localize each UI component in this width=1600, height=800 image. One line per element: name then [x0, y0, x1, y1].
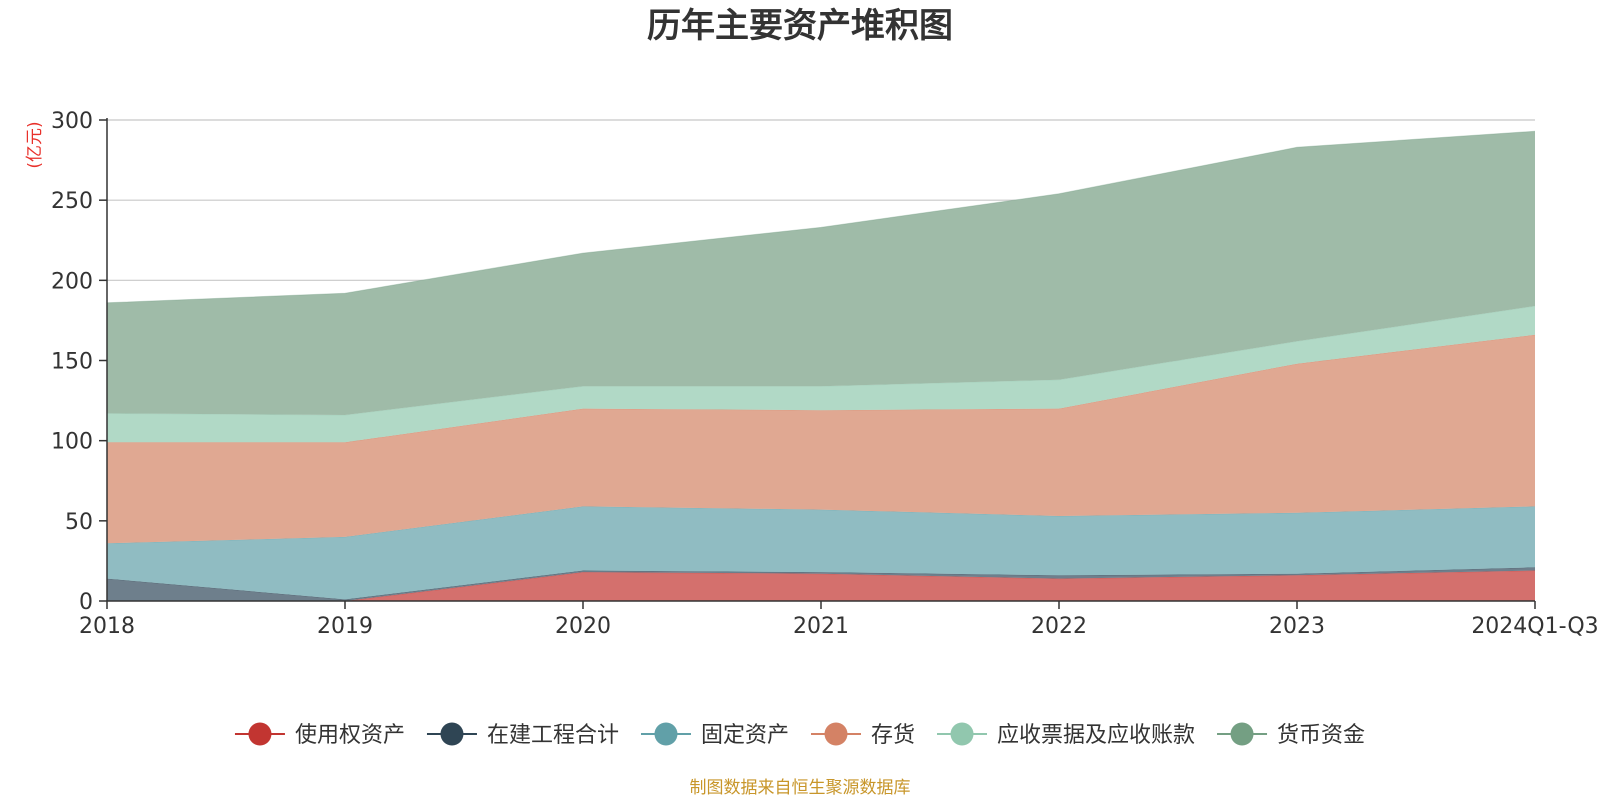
y-tick-label: 0	[79, 590, 93, 615]
legend-item-0[interactable]: 使用权资产	[234, 722, 405, 749]
area-series-4	[107, 306, 1535, 443]
y-tick-label: 50	[65, 510, 93, 535]
legend-item-2[interactable]: 固定资产	[640, 722, 789, 749]
chart-title: 历年主要资产堆积图	[647, 6, 953, 46]
legend-marker-icon	[654, 722, 678, 746]
legend-label: 货币资金	[1277, 723, 1365, 748]
x-tick-label: 2022	[1031, 614, 1087, 639]
legend-item-3[interactable]: 存货	[811, 722, 915, 749]
y-axis-unit: (亿元)	[25, 121, 45, 168]
x-tick-label: 2024Q1-Q3	[1471, 614, 1598, 639]
data-source-note: 制图数据来自恒生聚源数据库	[690, 778, 911, 798]
legend-label: 存货	[871, 723, 915, 748]
legend-label: 使用权资产	[295, 723, 405, 748]
area-series-2	[107, 506, 1535, 600]
legend-marker-icon	[950, 722, 974, 746]
legend-label: 在建工程合计	[487, 723, 619, 748]
x-tick-label: 2021	[793, 614, 849, 639]
x-tick-label: 2018	[79, 614, 135, 639]
y-tick-label: 300	[51, 109, 93, 134]
y-tick-label: 200	[51, 269, 93, 294]
legend-label: 应收票据及应收账款	[997, 723, 1195, 748]
y-tick-label: 100	[51, 430, 93, 455]
y-tick-label: 250	[51, 189, 93, 214]
area-series-0	[107, 570, 1535, 601]
area-series-3	[107, 334, 1535, 544]
x-tick-label: 2020	[555, 614, 611, 639]
y-axis-ticks: 0 50 100 150 200 250 300	[51, 109, 107, 615]
legend-item-4[interactable]: 应收票据及应收账款	[937, 722, 1195, 749]
area-series-edge-5	[106, 130, 1536, 304]
legend-marker-icon	[824, 722, 848, 746]
x-tick-label: 2019	[317, 614, 373, 639]
series-areas	[106, 130, 1536, 602]
x-tick-label: 2023	[1269, 614, 1325, 639]
area-series-5	[107, 131, 1535, 415]
legend-item-5[interactable]: 货币资金	[1217, 722, 1365, 749]
legend-item-1[interactable]: 在建工程合计	[426, 722, 619, 749]
legend: 使用权资产 在建工程合计 固定资产 存货 应收票据及应收账款 货币资金	[234, 722, 1365, 749]
legend-marker-icon	[440, 722, 464, 746]
legend-marker-icon	[1230, 722, 1254, 746]
legend-marker-icon	[248, 722, 272, 746]
legend-label: 固定资产	[701, 723, 789, 748]
x-axis-ticks: 2018 2019 2020 2021 2022 2023 2024Q1-Q3	[79, 601, 1599, 639]
y-tick-label: 150	[51, 350, 93, 375]
area-series-1	[107, 567, 1535, 601]
